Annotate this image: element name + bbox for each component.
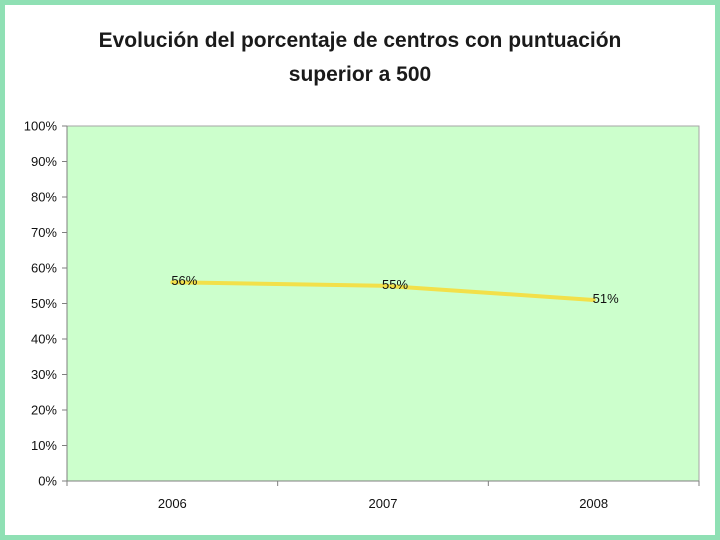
data-label: 55%	[382, 277, 408, 292]
y-tick-label: 30%	[31, 367, 57, 382]
data-label: 56%	[171, 273, 197, 288]
y-tick-label: 50%	[31, 296, 57, 311]
series-group: 56% 55% 51%	[170, 273, 619, 306]
y-tick-label: 40%	[31, 332, 57, 347]
x-tick-label: 2007	[369, 496, 398, 511]
x-tick-label: 2006	[158, 496, 187, 511]
series-line	[170, 280, 596, 302]
chart-title: Evolución del porcentaje de centros con …	[60, 24, 660, 92]
axis-ticks: 0% 10% 20% 30% 40% 50% 60% 70% 80% 90% 100% 2006 200…	[24, 119, 700, 511]
data-label: 51%	[593, 291, 619, 306]
y-tick-label: 60%	[31, 261, 57, 276]
x-tick-label: 2008	[579, 496, 608, 511]
y-tick-label: 20%	[31, 403, 57, 418]
chart-title-line-2: superior a 500	[288, 63, 432, 86]
y-tick-label: 70%	[31, 225, 57, 240]
y-tick-label: 80%	[31, 190, 57, 205]
y-tick-label: 10%	[31, 438, 57, 453]
y-tick-label: 0%	[38, 474, 57, 489]
plot-area	[66, 125, 700, 482]
y-tick-label: 90%	[31, 154, 57, 169]
chart-title-line-1: Evolución del porcentaje de centros con …	[98, 29, 622, 52]
y-tick-label: 100%	[24, 119, 58, 134]
